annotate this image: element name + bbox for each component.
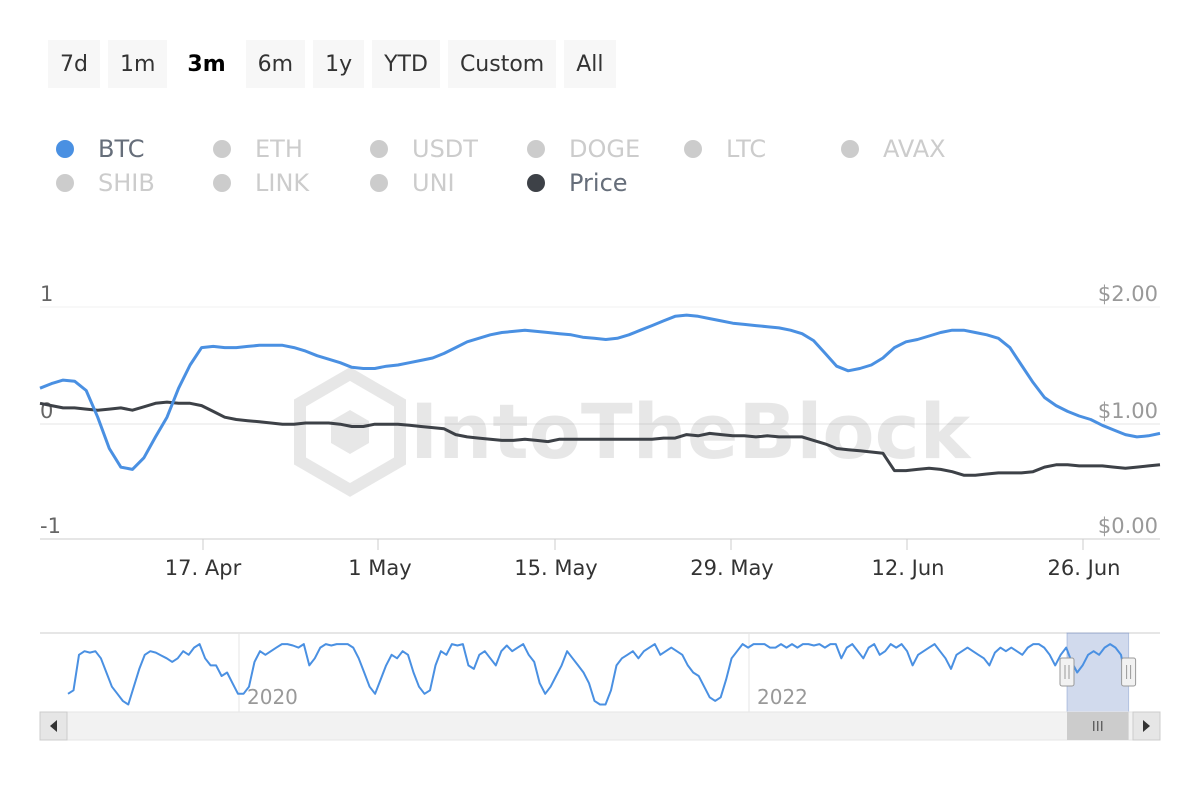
x-tick-label-1-may: 1 May: [348, 556, 411, 580]
gridlines: [40, 306, 1160, 540]
legend-label-ltc: LTC: [726, 135, 767, 163]
scrollbar-track[interactable]: [39, 711, 1161, 741]
x-tick-label-17-apr: 17. Apr: [165, 556, 242, 580]
navigator-scrollbar[interactable]: [39, 711, 1161, 741]
legend-label-usdt: USDT: [412, 135, 478, 163]
x-axis-ticks: 17. Apr 1 May 15. May 29. May 12. Jun 26…: [165, 539, 1121, 580]
navigator-handle-left[interactable]: [1059, 657, 1075, 687]
right-axis-label-bottom: $0.00: [1098, 514, 1158, 538]
legend-item-btc[interactable]: BTC: [50, 135, 207, 163]
scroll-left-arrow-icon: [50, 720, 57, 732]
legend-dot-price: [527, 174, 545, 192]
watermark: IntoTheBlock: [294, 367, 972, 497]
range-button-all[interactable]: All: [564, 40, 616, 88]
left-axis-label-top: 1: [40, 282, 53, 306]
navigator-year-label-2022: 2022: [757, 685, 808, 709]
legend-label-eth: ETH: [255, 135, 303, 163]
scrollbar-thumb[interactable]: [1067, 712, 1129, 740]
legend-item-ltc[interactable]: LTC: [678, 135, 835, 163]
legend-dot-link: [213, 174, 231, 192]
range-button-6m[interactable]: 6m: [245, 40, 306, 88]
scrollbar-grip-icon: [1093, 721, 1103, 731]
scrollbar-left-button[interactable]: [39, 711, 68, 741]
legend-label-uni: UNI: [412, 169, 455, 197]
chart-legend: BTC ETH USDT DOGE LTC AVAX SHIB L: [50, 132, 1170, 200]
legend-label-shib: SHIB: [98, 169, 155, 197]
legend-label-btc: BTC: [98, 135, 145, 163]
legend-label-link: LINK: [255, 169, 310, 197]
range-button-7d[interactable]: 7d: [48, 40, 100, 88]
legend-dot-uni: [370, 174, 388, 192]
left-axis-label-bottom: -1: [40, 514, 61, 538]
range-button-ytd[interactable]: YTD: [372, 40, 440, 88]
navigator-series-line: [67, 643, 1133, 706]
legend-item-doge[interactable]: DOGE: [521, 135, 678, 163]
range-button-custom[interactable]: Custom: [447, 40, 557, 88]
x-tick-label-12-jun: 12. Jun: [872, 556, 945, 580]
right-axis-label-top: $2.00: [1098, 282, 1158, 306]
navigator[interactable]: 2020 2022: [0, 620, 1200, 745]
legend-dot-avax: [841, 140, 859, 158]
legend-dot-btc: [56, 140, 74, 158]
left-axis-labels: 1 0 -1: [40, 282, 61, 538]
legend-label-doge: DOGE: [569, 135, 641, 163]
legend-item-eth[interactable]: ETH: [207, 135, 364, 163]
legend-item-uni[interactable]: UNI: [364, 169, 521, 197]
legend-row-1: BTC ETH USDT DOGE LTC AVAX: [50, 132, 1170, 166]
legend-dot-doge: [527, 140, 545, 158]
legend-item-usdt[interactable]: USDT: [364, 135, 521, 163]
legend-item-link[interactable]: LINK: [207, 169, 364, 197]
x-tick-label-26-jun: 26. Jun: [1048, 556, 1121, 580]
price-series-line[interactable]: [39, 400, 1161, 477]
scroll-right-arrow-icon: [1143, 720, 1150, 732]
legend-dot-usdt: [370, 140, 388, 158]
legend-label-price: Price: [569, 169, 628, 197]
legend-dot-eth: [213, 140, 231, 158]
navigator-year-label-2020: 2020: [247, 685, 298, 709]
scrollbar-right-button[interactable]: [1132, 711, 1161, 741]
legend-dot-shib: [56, 174, 74, 192]
range-selector: 7d 1m 3m 6m 1y YTD Custom All: [48, 40, 616, 88]
right-axis-label-middle: $1.00: [1098, 399, 1158, 423]
btc-series-line[interactable]: [39, 313, 1161, 471]
legend-item-price[interactable]: Price: [521, 169, 678, 197]
range-button-1m[interactable]: 1m: [107, 40, 168, 88]
legend-row-2: SHIB LINK UNI Price: [50, 166, 1170, 200]
legend-item-avax[interactable]: AVAX: [835, 135, 992, 163]
range-button-1y[interactable]: 1y: [313, 40, 365, 88]
x-tick-label-29-may: 29. May: [690, 556, 774, 580]
x-tick-label-15-may: 15. May: [514, 556, 598, 580]
main-chart[interactable]: IntoTheBlock 1 0 -1 $2.00 $1.00 $0.00 17…: [0, 270, 1200, 590]
right-axis-labels: $2.00 $1.00 $0.00: [1098, 282, 1158, 538]
watermark-logo-icon: [294, 367, 406, 497]
legend-dot-ltc: [684, 140, 702, 158]
legend-item-shib[interactable]: SHIB: [50, 169, 207, 197]
legend-label-avax: AVAX: [883, 135, 946, 163]
range-button-3m[interactable]: 3m: [175, 40, 238, 88]
navigator-handle-right[interactable]: [1121, 657, 1137, 687]
watermark-text: IntoTheBlock: [410, 387, 972, 476]
